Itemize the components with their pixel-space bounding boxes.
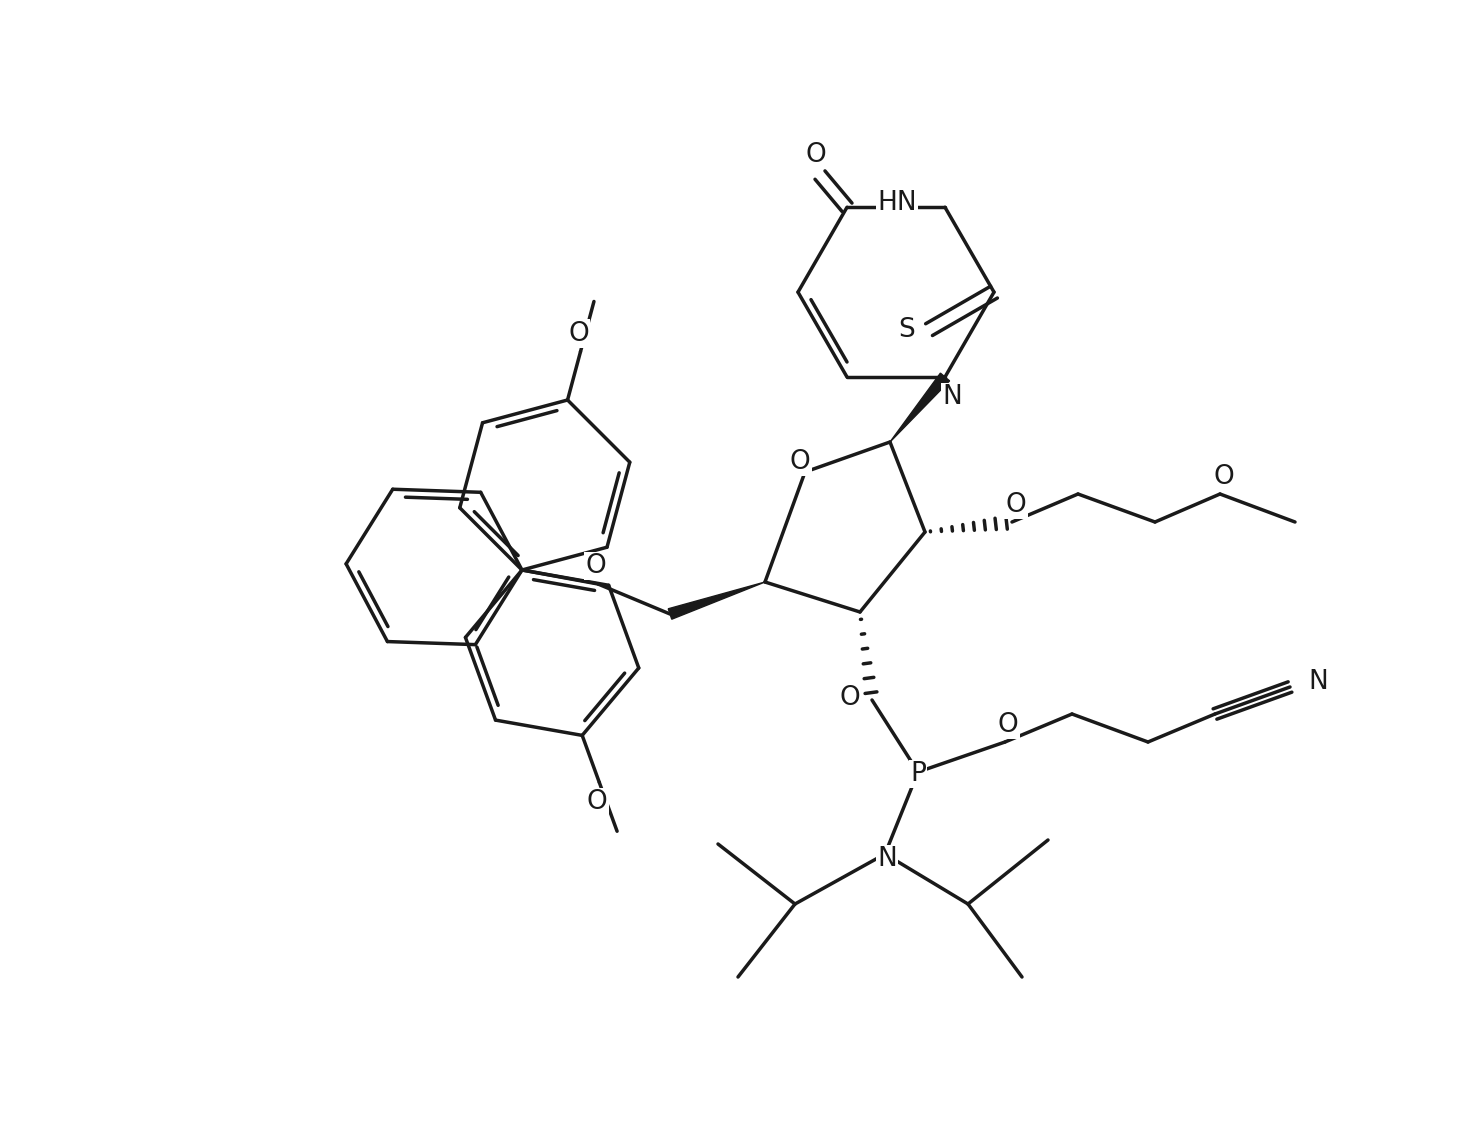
- Polygon shape: [668, 582, 766, 619]
- Text: O: O: [789, 449, 810, 475]
- Text: HN: HN: [878, 190, 917, 216]
- Text: O: O: [805, 143, 826, 168]
- Polygon shape: [889, 374, 950, 441]
- Text: O: O: [568, 320, 589, 346]
- Text: O: O: [586, 554, 606, 578]
- Text: N: N: [943, 384, 962, 410]
- Text: O: O: [1006, 492, 1027, 518]
- Text: P: P: [910, 761, 926, 787]
- Text: N: N: [878, 846, 897, 872]
- Text: S: S: [898, 317, 916, 343]
- Text: O: O: [839, 685, 860, 711]
- Text: O: O: [1214, 464, 1235, 490]
- Text: N: N: [1308, 669, 1328, 695]
- Text: O: O: [587, 789, 608, 815]
- Text: O: O: [997, 712, 1018, 738]
